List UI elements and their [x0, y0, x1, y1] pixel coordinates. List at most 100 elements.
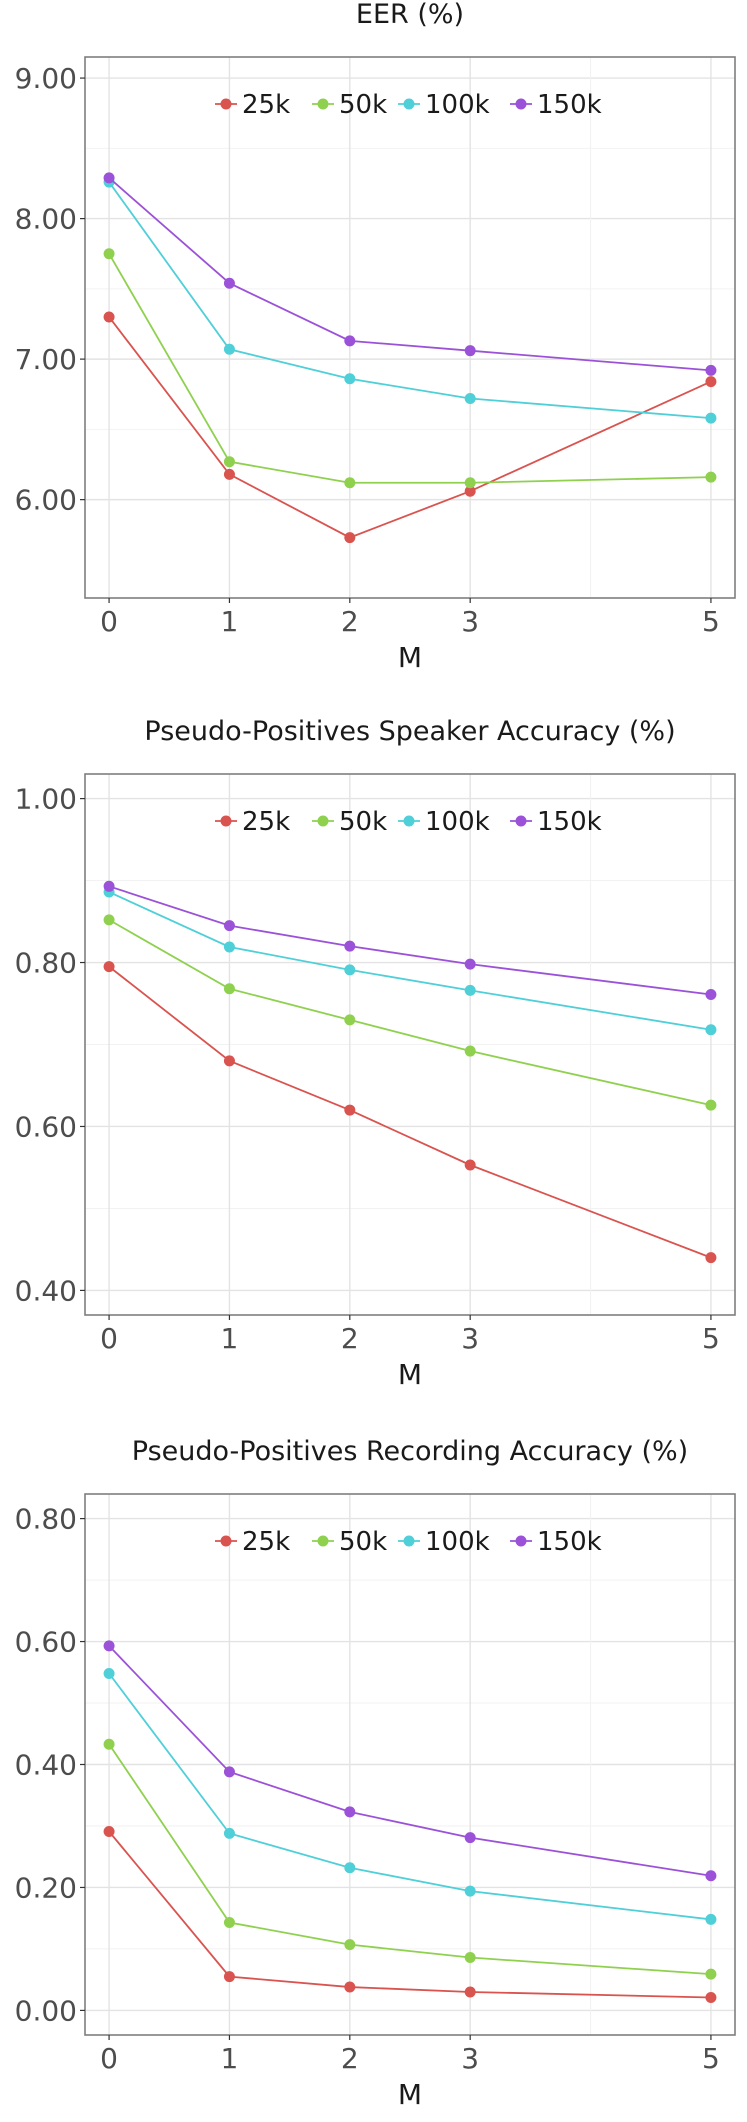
plot-panel [85, 57, 735, 598]
data-point-50k [464, 1952, 476, 1964]
data-point-25k [103, 311, 115, 323]
data-point-50k [103, 248, 115, 260]
x-axis-label: M [398, 2078, 422, 2111]
legend-key-point [515, 815, 527, 827]
data-point-150k [103, 880, 115, 892]
data-point-150k [103, 172, 115, 184]
legend-label: 100k [425, 90, 490, 120]
data-point-50k [344, 1014, 356, 1026]
data-point-100k [705, 412, 717, 424]
data-point-100k [464, 1885, 476, 1897]
legend-key-point [317, 98, 329, 110]
x-tick-label: 3 [461, 2042, 479, 2075]
plot-border [84, 56, 736, 599]
data-point-150k [705, 364, 717, 376]
legend-label: 150k [537, 807, 602, 837]
data-point-25k [464, 485, 476, 497]
data-point-150k [344, 940, 356, 952]
data-point-100k [344, 1862, 356, 1874]
legend-label: 25k [242, 90, 290, 120]
data-point-50k [103, 1738, 115, 1750]
data-point-150k [223, 920, 235, 932]
data-point-25k [344, 532, 356, 544]
data-point-25k [103, 961, 115, 973]
x-axis-label: M [398, 1358, 422, 1391]
data-point-25k [464, 1159, 476, 1171]
x-tick-label: 5 [702, 2042, 720, 2075]
y-tick-label: 0.80 [15, 947, 77, 980]
data-point-25k [223, 1971, 235, 1983]
data-point-25k [103, 1826, 115, 1838]
chart-title: Pseudo-Positives Speaker Accuracy (%) [144, 716, 675, 747]
y-tick-label: 0.60 [15, 1110, 77, 1143]
data-point-150k [705, 1870, 717, 1882]
legend-label: 100k [425, 807, 490, 837]
x-tick-label: 5 [702, 605, 720, 638]
x-tick-label: 5 [702, 1322, 720, 1355]
legend-key-point [317, 815, 329, 827]
data-point-50k [705, 1099, 717, 1111]
y-tick-label: 7.00 [15, 343, 77, 376]
chart-recording-accuracy: Pseudo-Positives Recording Accuracy (%) 0… [15, 1436, 736, 2111]
x-tick-label: 2 [341, 2042, 359, 2075]
data-point-100k [464, 984, 476, 996]
data-point-150k [464, 1832, 476, 1844]
x-tick-label: 2 [341, 1322, 359, 1355]
x-tick-label: 0 [100, 605, 118, 638]
y-tick-label: 0.40 [15, 1274, 77, 1307]
data-point-150k [464, 345, 476, 357]
data-point-50k [223, 1916, 235, 1928]
y-tick-label: 8.00 [15, 203, 77, 236]
chart-title: EER (%) [356, 0, 464, 30]
y-tick-label: 0.40 [15, 1749, 77, 1782]
chart-eer: EER (%) 6.00 7.00 8.00 9.00 0 1 2 3 5 M 25k 50k 100k 1… [15, 0, 736, 674]
x-tick-label: 3 [461, 1322, 479, 1355]
data-point-50k [705, 1968, 717, 1980]
data-point-100k [223, 1827, 235, 1839]
data-point-150k [344, 1806, 356, 1818]
x-axis-label: M [398, 641, 422, 674]
legend-key-point [403, 815, 415, 827]
data-point-150k [705, 988, 717, 1000]
data-point-100k [705, 1024, 717, 1036]
x-tick-label: 1 [221, 2042, 239, 2075]
data-point-100k [344, 373, 356, 385]
legend-key-point [515, 1535, 527, 1547]
y-tick-label: 0.80 [15, 1503, 77, 1536]
legend-label: 150k [537, 1527, 602, 1557]
data-point-50k [344, 1939, 356, 1951]
data-point-25k [223, 468, 235, 480]
legend-label: 25k [242, 1527, 290, 1557]
legend-key-point [317, 1535, 329, 1547]
x-tick-label: 3 [461, 605, 479, 638]
data-point-25k [705, 1252, 717, 1264]
legend-key-point [403, 98, 415, 110]
data-point-25k [344, 1104, 356, 1116]
legend-label: 50k [339, 1527, 387, 1557]
data-point-25k [344, 1981, 356, 1993]
data-point-25k [705, 376, 717, 388]
legend-key-point [515, 98, 527, 110]
y-tick-label: 6.00 [15, 484, 77, 517]
data-point-50k [705, 471, 717, 483]
legend-key-point [220, 98, 232, 110]
data-point-50k [223, 983, 235, 995]
data-point-50k [464, 1045, 476, 1057]
legend-label: 50k [339, 90, 387, 120]
data-point-100k [223, 343, 235, 355]
chart-title: Pseudo-Positives Recording Accuracy (%) [132, 1436, 688, 1467]
x-tick-label: 0 [100, 1322, 118, 1355]
data-point-150k [103, 1640, 115, 1652]
legend-label: 100k [425, 1527, 490, 1557]
data-point-50k [103, 914, 115, 926]
data-point-100k [344, 964, 356, 976]
y-tick-label: 0.60 [15, 1626, 77, 1659]
chart-speaker-accuracy: Pseudo-Positives Speaker Accuracy (%) 0.4… [15, 716, 736, 1391]
data-point-25k [464, 1986, 476, 1998]
data-point-100k [103, 1668, 115, 1680]
legend-key-point [220, 815, 232, 827]
data-point-50k [344, 477, 356, 489]
x-tick-label: 2 [341, 605, 359, 638]
y-tick-label: 0.00 [15, 1994, 77, 2027]
